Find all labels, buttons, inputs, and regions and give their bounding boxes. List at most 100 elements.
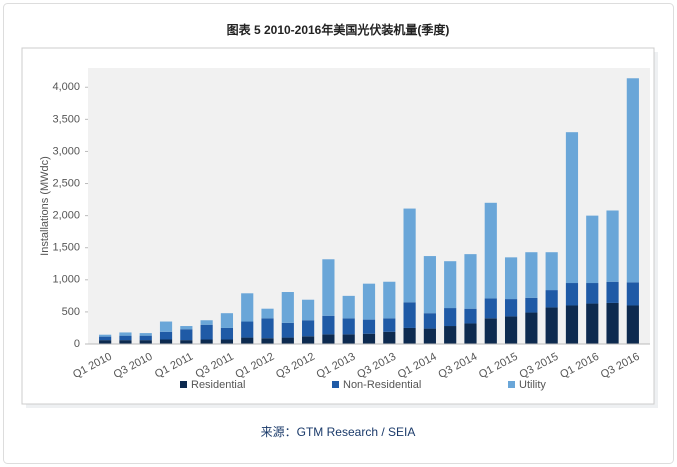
bar bbox=[383, 281, 396, 319]
bar bbox=[444, 308, 457, 327]
bar bbox=[362, 283, 376, 320]
bar bbox=[342, 334, 355, 344]
bar bbox=[525, 297, 538, 313]
bar bbox=[200, 324, 213, 340]
bar bbox=[281, 292, 294, 323]
legend-label: Utility bbox=[519, 379, 546, 391]
bar bbox=[586, 215, 599, 284]
bar bbox=[159, 331, 173, 340]
bar bbox=[302, 299, 315, 321]
bar bbox=[383, 331, 396, 344]
bar bbox=[545, 307, 558, 344]
bar bbox=[423, 256, 436, 314]
bar bbox=[302, 336, 315, 344]
bar bbox=[565, 305, 579, 344]
bar bbox=[119, 332, 132, 336]
bar bbox=[444, 326, 457, 344]
y-tick-label: 2,500 bbox=[52, 177, 80, 189]
bar bbox=[220, 327, 234, 340]
bar bbox=[322, 334, 335, 344]
y-tick-label: 3,500 bbox=[52, 113, 80, 125]
bar bbox=[119, 340, 132, 344]
bar bbox=[565, 283, 579, 306]
y-tick-label: 0 bbox=[74, 338, 80, 350]
bar bbox=[626, 78, 639, 283]
bar bbox=[322, 259, 335, 316]
bar bbox=[606, 302, 619, 344]
bar bbox=[525, 252, 538, 298]
bar bbox=[423, 328, 436, 344]
bar bbox=[403, 302, 416, 328]
bar bbox=[545, 252, 558, 291]
bar bbox=[484, 202, 497, 299]
bar bbox=[504, 299, 518, 317]
bar bbox=[504, 316, 518, 344]
bar bbox=[220, 339, 234, 344]
bar bbox=[200, 320, 213, 325]
bar bbox=[626, 282, 639, 306]
bar bbox=[180, 326, 193, 330]
bar bbox=[464, 254, 477, 309]
bar bbox=[139, 335, 152, 341]
y-tick-label: 1,500 bbox=[52, 242, 80, 254]
bar bbox=[362, 333, 376, 344]
bar bbox=[99, 334, 112, 337]
legend-swatch bbox=[508, 381, 515, 388]
bar bbox=[200, 339, 213, 344]
bar bbox=[525, 312, 538, 344]
bar bbox=[261, 308, 274, 319]
bar bbox=[99, 340, 112, 344]
y-tick-label: 4,000 bbox=[52, 81, 80, 93]
bar bbox=[322, 315, 335, 335]
bar bbox=[464, 323, 477, 344]
bar bbox=[484, 298, 497, 319]
bar bbox=[302, 320, 315, 337]
y-tick-label: 1,000 bbox=[52, 274, 80, 286]
bar bbox=[423, 313, 436, 329]
source: 来源：GTM Research / SEIA bbox=[261, 425, 416, 439]
bar bbox=[241, 293, 254, 322]
legend-label: Non-Residential bbox=[343, 379, 421, 391]
y-tick-label: 500 bbox=[62, 306, 80, 318]
bar bbox=[403, 327, 416, 344]
bar bbox=[241, 321, 254, 338]
bar bbox=[281, 337, 294, 344]
bar bbox=[241, 337, 254, 344]
bar bbox=[545, 290, 558, 308]
bar bbox=[362, 319, 376, 334]
legend-label: Residential bbox=[191, 379, 245, 391]
chart-title: 图表 5 2010-2016年美国光伏装机量(季度) bbox=[227, 22, 450, 37]
bar bbox=[403, 208, 416, 303]
bar bbox=[180, 340, 193, 344]
bar bbox=[342, 318, 355, 335]
bar bbox=[261, 318, 274, 339]
bar bbox=[586, 283, 599, 304]
legend-swatch bbox=[180, 381, 187, 388]
bar bbox=[281, 322, 294, 338]
bar bbox=[220, 313, 234, 328]
y-tick-label: 3,000 bbox=[52, 145, 80, 157]
bar bbox=[383, 318, 396, 332]
bar bbox=[139, 340, 152, 344]
bar bbox=[464, 308, 477, 324]
bar bbox=[565, 132, 579, 284]
bar bbox=[159, 321, 173, 332]
bar bbox=[261, 338, 274, 344]
y-axis-label: Installations (MWdc) bbox=[39, 156, 51, 256]
bar bbox=[139, 333, 152, 336]
bar bbox=[342, 295, 355, 319]
bar bbox=[159, 339, 173, 344]
bar bbox=[586, 303, 599, 344]
y-tick-label: 2,000 bbox=[52, 210, 80, 222]
bar bbox=[444, 261, 457, 309]
bar bbox=[504, 257, 518, 300]
bar bbox=[180, 329, 193, 341]
legend-swatch bbox=[332, 381, 339, 388]
bar bbox=[99, 336, 112, 341]
bar bbox=[606, 210, 619, 282]
bar bbox=[606, 281, 619, 303]
bar bbox=[119, 335, 132, 341]
bar bbox=[484, 318, 497, 344]
bar bbox=[626, 305, 639, 344]
